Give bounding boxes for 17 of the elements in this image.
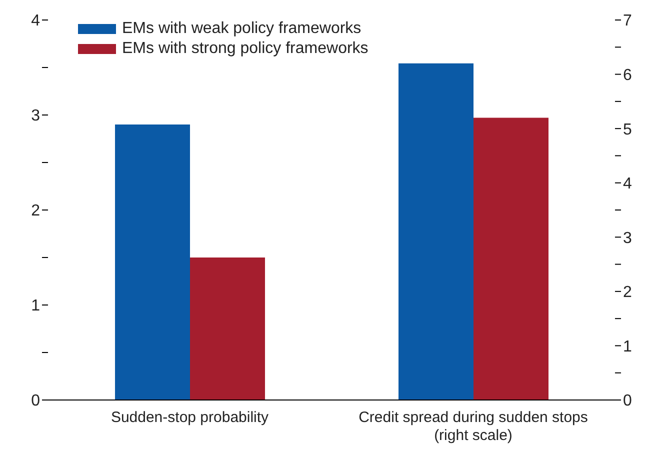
y2-tick-label: 3 — [623, 230, 632, 247]
y-tick-label: 0 — [31, 392, 40, 410]
y-tick-label: 3 — [31, 108, 40, 125]
y2-tick-label: 1 — [623, 338, 632, 356]
y-tick-label: 1 — [31, 298, 40, 315]
x-tick-label: Sudden-stop probability — [110, 409, 270, 426]
legend-label: EMs with weak policy frameworks — [122, 20, 362, 38]
y2-tick-label: 6 — [623, 66, 632, 84]
y2-tick-label: 5 — [623, 121, 632, 138]
y2-tick-label: 2 — [623, 284, 632, 302]
y2-tick-label: 0 — [623, 392, 632, 410]
y-tick-label: 4 — [31, 12, 40, 30]
legend-label: EMs with strong policy frameworks — [122, 40, 368, 58]
y2-tick-label: 4 — [623, 176, 632, 193]
y2-tick-label: 7 — [623, 12, 632, 30]
x-tick-label: Credit spread during sudden stops (right scale) — [358, 409, 588, 444]
y-tick-label: 2 — [31, 202, 40, 220]
